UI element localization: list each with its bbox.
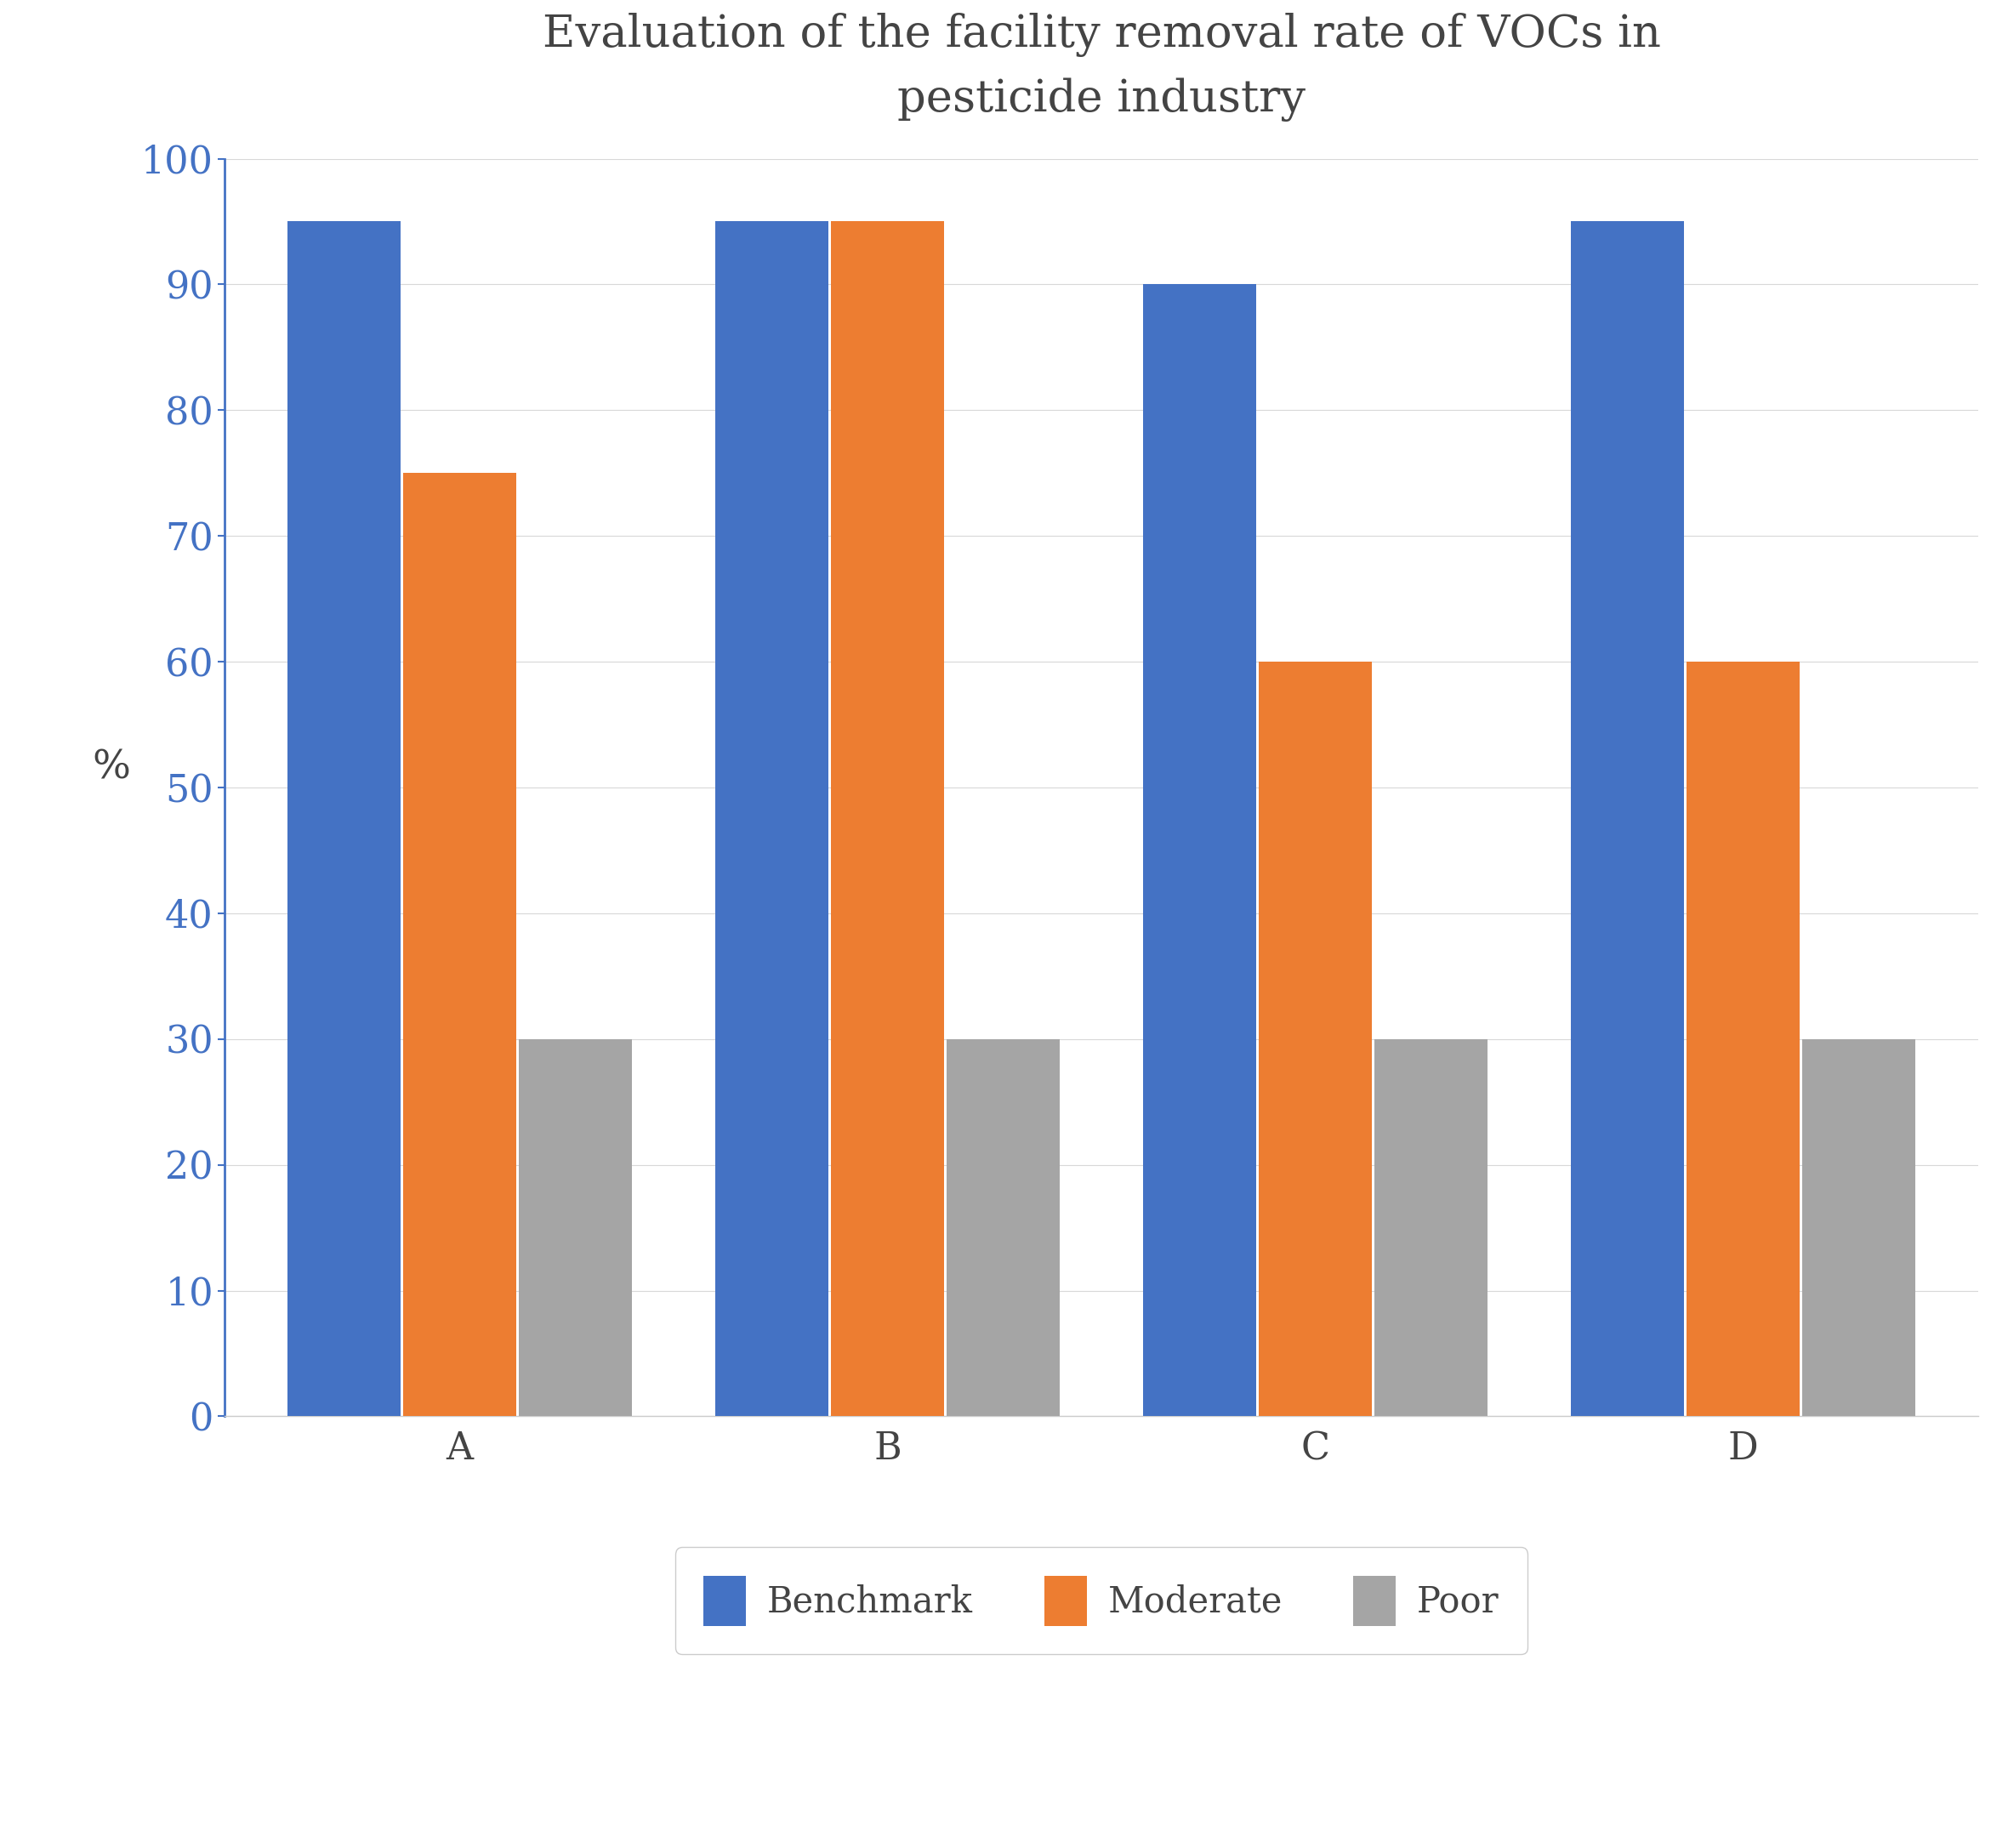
Bar bbox=[289, 222, 400, 1416]
Bar bbox=[520, 1039, 631, 1416]
Bar bbox=[946, 1039, 1059, 1416]
Bar bbox=[830, 222, 944, 1416]
Bar bbox=[1258, 662, 1372, 1416]
Bar bbox=[1374, 1039, 1487, 1416]
Y-axis label: %: % bbox=[92, 748, 131, 787]
Bar bbox=[1686, 662, 1800, 1416]
Title: Evaluation of the facility removal rate of VOCs in
pesticide industry: Evaluation of the facility removal rate … bbox=[542, 13, 1660, 122]
Legend: Benchmark, Moderate, Poor: Benchmark, Moderate, Poor bbox=[675, 1547, 1527, 1654]
Bar bbox=[1802, 1039, 1915, 1416]
Bar bbox=[404, 473, 516, 1416]
Bar bbox=[715, 222, 828, 1416]
Bar bbox=[1143, 285, 1256, 1416]
Bar bbox=[1571, 222, 1684, 1416]
